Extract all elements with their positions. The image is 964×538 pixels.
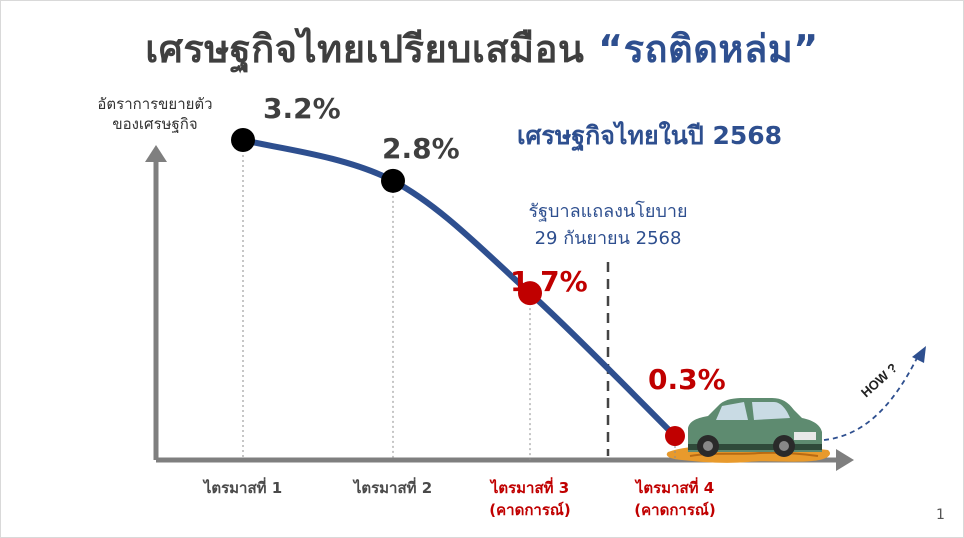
policy-annotation-line-1: รัฐบาลแถลงนโยบาย	[528, 201, 688, 222]
stuck-car-icon	[688, 398, 822, 457]
recovery-path	[823, 355, 919, 441]
title-highlight: “รถติดหล่ม”	[598, 27, 819, 71]
x-tick-label-q4: ไตรมาสที่ 4 (คาดการณ์)	[575, 477, 775, 521]
x-tick-label-line: (คาดการณ์)	[634, 501, 716, 519]
y-axis-label-line-1: อัตราการขยายตัว	[97, 95, 213, 113]
data-point-q4	[665, 426, 685, 446]
x-tick-label-line: ไตรมาสที่ 2	[353, 479, 433, 497]
data-point-q1	[231, 128, 255, 152]
how-label: HOW ?	[858, 360, 900, 400]
x-tick-label-line: ไตรมาสที่ 3	[490, 479, 570, 497]
x-tick-label-line: ไตรมาสที่ 4	[635, 479, 715, 497]
page-number: 1	[936, 507, 945, 523]
title-main: เศรษฐกิจไทยเปรียบเสมือน	[145, 27, 599, 71]
policy-annotation-line-2: 29 กันยายน 2568	[534, 228, 682, 249]
growth-series-line	[240, 137, 678, 439]
policy-annotation: รัฐบาลแถลงนโยบาย 29 กันยายน 2568	[488, 198, 728, 252]
chart-title: เศรษฐกิจไทยในปี 2568	[517, 121, 783, 150]
x-tick-label-line: ไตรมาสที่ 1	[203, 479, 283, 497]
recovery-arrow-icon	[912, 346, 926, 363]
slide-title: เศรษฐกิจไทยเปรียบเสมือน “รถติดหล่ม”	[0, 18, 964, 79]
x-tick-label-q3: ไตรมาสที่ 3 (คาดการณ์)	[430, 477, 630, 521]
y-axis-arrow-icon	[145, 145, 167, 162]
x-axis-arrow-icon	[836, 449, 854, 471]
data-label-q3: 1.7%	[510, 265, 588, 298]
y-axis-label: อัตราการขยายตัว ของเศรษฐกิจ	[70, 94, 240, 134]
data-label-q1: 3.2%	[263, 92, 341, 125]
data-label-q4: 0.3%	[648, 363, 726, 396]
data-point-q2	[381, 168, 405, 193]
chart-layer	[231, 128, 685, 460]
y-axis-label-line-2: ของเศรษฐกิจ	[112, 115, 198, 133]
x-tick-label-line: (คาดการณ์)	[489, 501, 571, 519]
x-tick-label-q1: ไตรมาสที่ 1	[143, 477, 343, 499]
data-label-q2: 2.8%	[382, 132, 460, 165]
data-point-q3	[518, 281, 542, 306]
x-tick-label-q2: ไตรมาสที่ 2	[293, 477, 493, 499]
